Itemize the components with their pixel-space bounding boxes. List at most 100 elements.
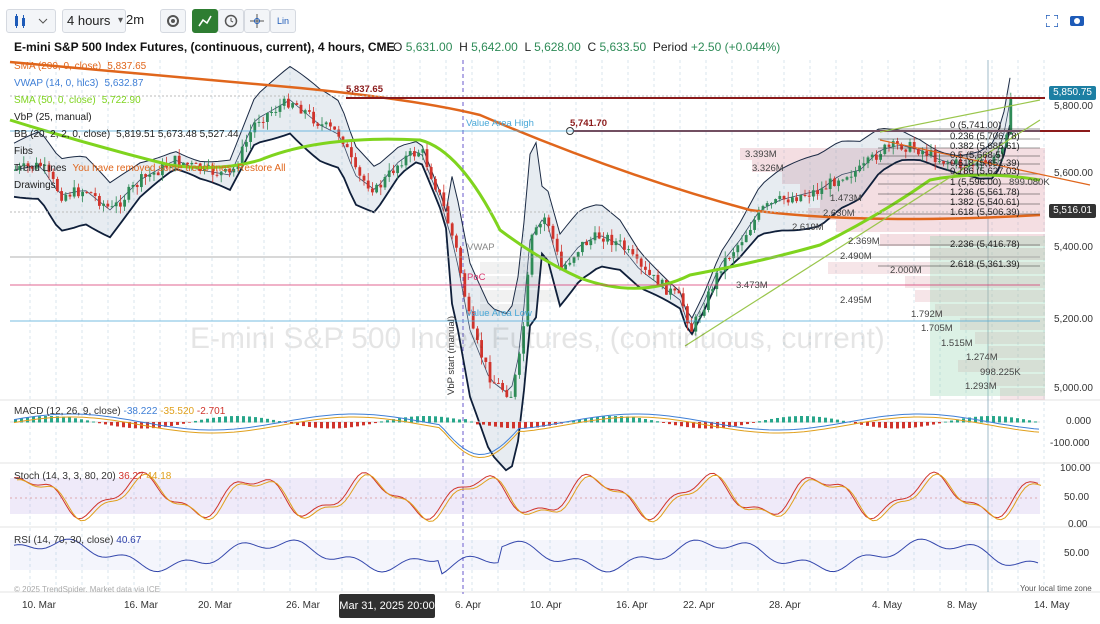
- candle-body: [110, 206, 114, 208]
- legend-value[interactable]: 5,722.90: [101, 95, 141, 106]
- chart-type-button[interactable]: [6, 9, 56, 33]
- macd-hist-bar: [80, 419, 83, 423]
- grid: [0, 60, 1100, 594]
- candle-body: [211, 165, 215, 175]
- candle-body: [60, 191, 63, 201]
- macd-hist-bar: [986, 416, 989, 423]
- legend-value[interactable]: You have removed some trend lines. Resto…: [72, 163, 286, 174]
- candle-body: [539, 223, 542, 228]
- candle-body: [484, 357, 488, 363]
- rsi-value: 40.67: [116, 535, 142, 546]
- macd-hist-bar: [644, 418, 647, 423]
- settings-button[interactable]: [160, 9, 186, 33]
- candle-body: [623, 240, 626, 250]
- legend-item: SMA (200, 0, close) 5,837.65: [14, 61, 146, 73]
- macd-hist-bar: [572, 420, 575, 423]
- period-value: +2.50 (+0.044%): [690, 40, 781, 54]
- interval-label[interactable]: 2m: [126, 12, 145, 27]
- macd-hist-bar: [860, 422, 863, 425]
- macd-hist-bar: [404, 417, 407, 423]
- vbp-start-label: VbP start (manual): [446, 315, 457, 395]
- fib-level-label: 0.5 (5,668.5): [950, 150, 1004, 161]
- macd-hist-bar: [710, 422, 713, 429]
- candle-body: [371, 188, 374, 193]
- fib-level-label: 1.236 (5,561.78): [950, 187, 1020, 198]
- candle-body: [131, 184, 135, 187]
- macd-hist-bar: [254, 417, 257, 423]
- drawings: [10, 95, 1091, 347]
- macd-hist-bar: [566, 421, 569, 423]
- macd-hist-bar: [674, 422, 677, 426]
- legend-label: Trend Lines: [14, 163, 67, 174]
- legend-value[interactable]: 5,632.87: [104, 78, 144, 89]
- candle-body: [56, 178, 59, 192]
- macd-hist-bar: [590, 417, 593, 423]
- fib-level-label: 2.236 (5,416.78): [950, 239, 1020, 250]
- candle-body: [173, 155, 177, 168]
- macd-hist-bar: [224, 416, 227, 423]
- lin-scale-button[interactable]: Lin: [270, 9, 296, 33]
- candle-body: [757, 209, 761, 220]
- time-tick: 16. Mar: [124, 600, 158, 611]
- replay-button[interactable]: [218, 9, 244, 33]
- macd-hist-bar: [452, 418, 455, 423]
- macd-hist-bar: [734, 422, 737, 427]
- candle-body: [669, 288, 672, 295]
- candle-body: [194, 162, 198, 164]
- macd-hist-bar: [1028, 420, 1031, 423]
- volume-profile-label: 2.490M: [840, 251, 872, 262]
- macd-hist-bar: [494, 422, 497, 427]
- candle-body: [240, 146, 244, 166]
- candle-body: [72, 187, 76, 197]
- candle-body: [387, 170, 391, 177]
- macd-hist-bar: [152, 422, 155, 429]
- candle-body: [501, 382, 504, 390]
- macd-hist-bar: [698, 422, 701, 429]
- macd-hist-bar: [854, 422, 857, 424]
- rsi-axis-50: 50.00: [1064, 548, 1090, 559]
- fib-level-label: 1 (5,596.00): [950, 177, 1002, 188]
- candle-body: [572, 256, 576, 263]
- fib-level-label: 0.382 (5,685.61): [950, 141, 1020, 152]
- volume-profile-label: 2.630M: [823, 208, 855, 219]
- vbp-sell-bar: [828, 262, 1045, 274]
- stoch-band: [10, 478, 1040, 514]
- legend-item: Trend Lines You have removed some trend l…: [14, 163, 286, 175]
- volume-profile-label: 3.326M: [752, 163, 784, 174]
- macd-hist-bar: [1004, 416, 1007, 423]
- candle-body: [421, 149, 425, 153]
- symbol-watermark: E-mini S&P 500 Index Futures, (continuou…: [190, 322, 885, 355]
- candle-body: [942, 161, 945, 164]
- trend-line: [684, 119, 1041, 347]
- candle-body: [753, 219, 756, 230]
- last-price-tag: 5,850.75: [1049, 86, 1096, 100]
- candle-body: [450, 223, 454, 236]
- camera-icon: [1070, 16, 1084, 26]
- fib-level-label: 1.618 (5,506.39): [950, 207, 1020, 218]
- vbp-sell-bar: [915, 290, 1045, 302]
- candle-body: [98, 195, 101, 206]
- candle-body: [551, 225, 555, 239]
- timeframe-select[interactable]: 4 hours ▾: [62, 9, 126, 33]
- candle-body: [270, 111, 273, 113]
- candle-body: [77, 187, 80, 197]
- bb-price-tag: 5,516.01: [1049, 204, 1096, 218]
- crosshair-button[interactable]: [244, 9, 270, 33]
- volume-profile-label: 1.515M: [941, 338, 973, 349]
- candle-body: [803, 194, 807, 196]
- candle-body: [396, 165, 399, 174]
- candle-body: [824, 188, 828, 190]
- indicator-button[interactable]: [192, 9, 218, 33]
- macd-hist-bar: [284, 422, 287, 423]
- legend-label: VbP (25, manual): [14, 112, 92, 123]
- candle-body: [560, 251, 563, 270]
- legend-value[interactable]: 5,819.51 5,673.48 5,527.44: [116, 129, 239, 140]
- legend-value[interactable]: 5,837.65: [107, 61, 147, 72]
- screenshot-button[interactable]: [1070, 13, 1084, 31]
- candle-body: [866, 157, 870, 164]
- candle-body: [278, 105, 282, 112]
- macd-hist-bar: [350, 422, 353, 428]
- vbp-buy-bar: [930, 236, 1045, 396]
- candle-body: [144, 174, 147, 177]
